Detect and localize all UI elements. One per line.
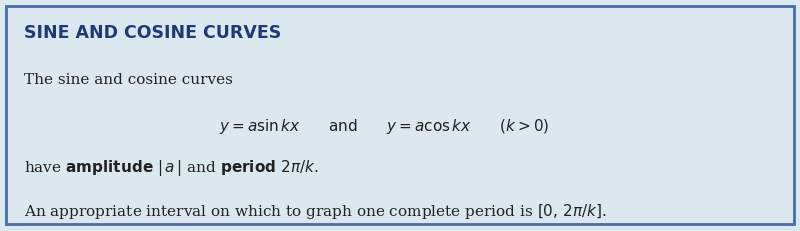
Text: The sine and cosine curves: The sine and cosine curves xyxy=(24,73,233,87)
Text: An appropriate interval on which to graph one complete period is $[0,\, 2\pi/k].: An appropriate interval on which to grap… xyxy=(24,202,607,221)
Text: have $\mathbf{amplitude}$ $|\,a\,|$ and $\mathbf{period}$ $2\pi/k.$: have $\mathbf{amplitude}$ $|\,a\,|$ and … xyxy=(24,158,318,178)
Text: $y = a \sin kx \qquad \mathrm{and} \qquad y = a \cos kx \qquad (k > 0)$: $y = a \sin kx \qquad \mathrm{and} \qqua… xyxy=(219,117,549,136)
Text: SINE AND COSINE CURVES: SINE AND COSINE CURVES xyxy=(24,24,282,42)
